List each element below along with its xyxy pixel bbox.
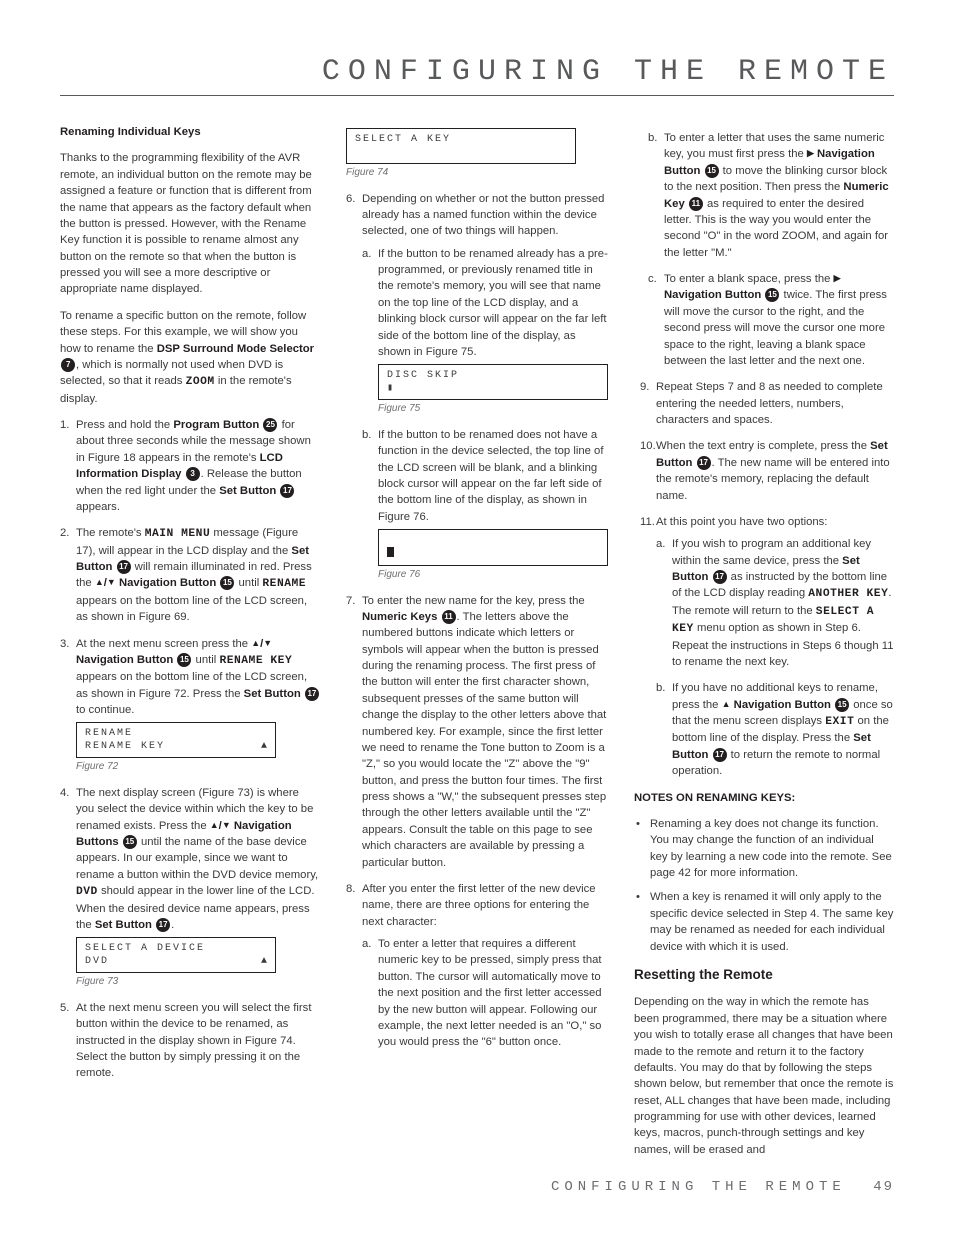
- step-1: 1. Press and hold the Program Button 25 …: [74, 417, 320, 515]
- lcd-figure-76: [378, 529, 608, 566]
- callout-17: 17: [280, 484, 294, 498]
- step-5: 5.At the next menu screen you will selec…: [74, 1000, 320, 1082]
- step-8b: b. To enter a letter that uses the same …: [662, 130, 894, 261]
- callout-17c: 17: [305, 687, 319, 701]
- step-6b: b.If the button to be renamed does not h…: [376, 427, 608, 583]
- callout-25: 25: [263, 418, 277, 432]
- figure-73-caption: Figure 73: [76, 975, 320, 990]
- cursor-icon: [387, 547, 394, 557]
- step-11a: a. If you wish to program an additional …: [670, 536, 894, 670]
- step-11: 11.At this point you have two options: a…: [654, 514, 894, 780]
- lcd-figure-74: SELECT A KEY: [346, 128, 576, 164]
- up-tri-icon: ▲: [722, 699, 731, 709]
- page-number: 49: [873, 1179, 894, 1195]
- callout-17b: 17: [117, 560, 131, 574]
- up-arrow-icon: ▲: [95, 577, 104, 587]
- callout-15c: 15: [123, 835, 137, 849]
- callout-15: 15: [220, 576, 234, 590]
- reset-para: Depending on the way in which the remote…: [634, 994, 894, 1158]
- step-7: 7. To enter the new name for the key, pr…: [360, 593, 608, 871]
- callout-15d: 15: [705, 164, 719, 178]
- step-10: 10. When the text entry is complete, pre…: [654, 438, 894, 504]
- callout-17g: 17: [713, 748, 727, 762]
- page-footer: CONFIGURING THE REMOTE 49: [551, 1179, 894, 1195]
- callout-15f: 15: [835, 698, 849, 712]
- step-6a: a.If the button to be renamed already ha…: [376, 246, 608, 417]
- note-2: When a key is renamed it will only apply…: [644, 889, 894, 955]
- callout-3: 3: [186, 467, 200, 481]
- figure-74-caption: Figure 74: [346, 166, 608, 181]
- note-1: Renaming a key does not change its funct…: [644, 816, 894, 882]
- callout-11: 11: [442, 610, 456, 624]
- callout-11b: 11: [689, 197, 703, 211]
- footer-text: CONFIGURING THE REMOTE: [551, 1179, 846, 1195]
- step-3: 3. At the next menu screen press the ▲/▼…: [74, 636, 320, 775]
- para-example: To rename a specific button on the remot…: [60, 308, 320, 407]
- step-2: 2. The remote's MAIN MENU message (Figur…: [74, 525, 320, 625]
- callout-17d: 17: [156, 918, 170, 932]
- content-columns: Renaming Individual Keys Thanks to the p…: [60, 124, 894, 1168]
- step-4: 4. The next display screen (Figure 73) i…: [74, 785, 320, 990]
- step-8: 8.After you enter the first letter of th…: [360, 881, 608, 1051]
- figure-75-caption: Figure 75: [378, 402, 608, 417]
- down-arrow-icon: ▼: [107, 577, 116, 587]
- column-3: b. To enter a letter that uses the same …: [634, 124, 894, 1168]
- lcd-figure-73: SELECT A DEVICE DVD▲: [76, 937, 276, 973]
- lcd-figure-75: DISC SKIP ▮: [378, 364, 608, 400]
- figure-72-caption: Figure 72: [76, 760, 320, 775]
- step-11b: b. If you have no additional keys to ren…: [670, 680, 894, 779]
- right-tri-icon: ▶: [807, 148, 814, 158]
- reset-heading: Resetting the Remote: [634, 965, 894, 985]
- step-8c: c. To enter a blank space, press the ▶ N…: [662, 271, 894, 369]
- callout-15b: 15: [177, 653, 191, 667]
- callout-17e: 17: [697, 456, 711, 470]
- callout-15e: 15: [765, 288, 779, 302]
- lcd-figure-72: RENAME RENAME KEY▲: [76, 722, 276, 758]
- step-6: 6.Depending on whether or not the button…: [360, 191, 608, 583]
- column-1: Renaming Individual Keys Thanks to the p…: [60, 124, 320, 1168]
- column-2: SELECT A KEY Figure 74 6.Depending on wh…: [346, 124, 608, 1168]
- callout-17f: 17: [713, 570, 727, 584]
- para-intro: Thanks to the programming flexibility of…: [60, 150, 320, 297]
- callout-7: 7: [61, 358, 75, 372]
- page-title: CONFIGURING THE REMOTE: [60, 55, 894, 89]
- notes-heading: NOTES ON RENAMING KEYS:: [634, 790, 894, 806]
- step-8a: a.To enter a letter that requires a diff…: [376, 936, 608, 1051]
- figure-76-caption: Figure 76: [378, 568, 608, 583]
- right-arrow-icon-2: ▲: [261, 955, 269, 968]
- step-9: 9.Repeat Steps 7 and 8 as needed to comp…: [654, 379, 894, 428]
- heading-renaming: Renaming Individual Keys: [60, 124, 320, 140]
- title-rule: [60, 95, 894, 96]
- right-arrow-icon: ▲: [261, 740, 269, 753]
